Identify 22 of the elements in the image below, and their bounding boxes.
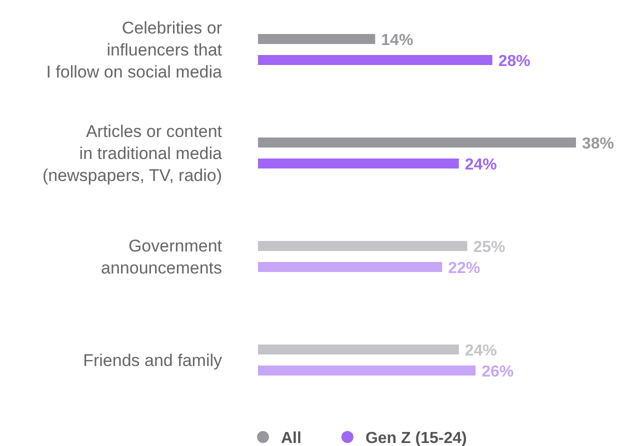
data-label: 24% bbox=[464, 156, 497, 174]
y-tick-label: Friends and family bbox=[83, 351, 222, 370]
bar bbox=[258, 366, 476, 376]
legend-label: All bbox=[281, 430, 302, 446]
data-label: 14% bbox=[381, 32, 414, 49]
y-tick-label: Celebrities or influencers that I follow on social media bbox=[46, 18, 223, 82]
bar bbox=[258, 34, 376, 44]
bar bbox=[258, 158, 459, 168]
y-tick-label: Articles or content in traditional media (newspapers, TV, radio) bbox=[42, 122, 223, 185]
data-label: 26% bbox=[482, 364, 514, 380]
data-label: 38% bbox=[582, 136, 614, 152]
bar bbox=[258, 262, 442, 272]
data-label: 28% bbox=[498, 53, 530, 70]
bar bbox=[258, 344, 459, 354]
bar bbox=[258, 138, 576, 148]
legend-label: Gen Z (15-24) bbox=[365, 430, 467, 446]
bar bbox=[258, 241, 468, 251]
data-label: 22% bbox=[448, 260, 480, 277]
y-tick-label: Government announcements bbox=[101, 236, 222, 278]
data-label: 25% bbox=[473, 239, 506, 256]
data-label: 24% bbox=[464, 342, 497, 360]
bar bbox=[258, 55, 492, 65]
